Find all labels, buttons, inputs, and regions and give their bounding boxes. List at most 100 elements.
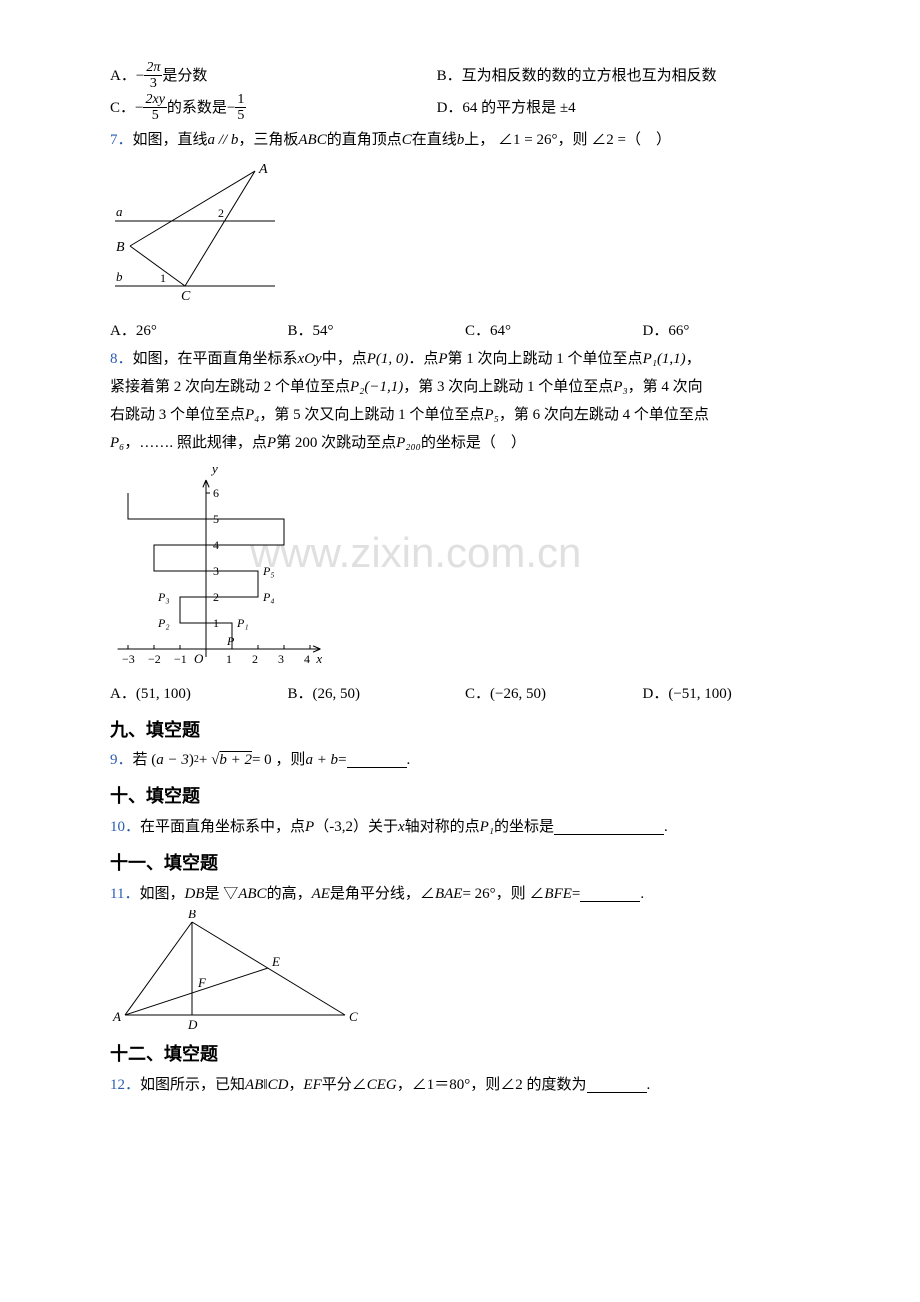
q6-optC-frac1: 2xy 5 xyxy=(143,92,166,124)
svg-text:A: A xyxy=(112,1009,121,1024)
q6-optC-mid: 的系数是 xyxy=(167,96,227,120)
q10-P: P xyxy=(305,815,314,839)
q12-t3: 平分∠ xyxy=(322,1073,367,1097)
svg-text:−1: −1 xyxy=(174,652,187,666)
svg-text:P: P xyxy=(226,634,235,648)
heading-10: 十、填空题 xyxy=(110,782,820,811)
svg-text:6: 6 xyxy=(213,486,219,500)
q6-optA: A． − 2π 3 是分数 xyxy=(110,60,437,92)
q8-optB: B．(26, 50) xyxy=(288,682,466,706)
q6-optC-frac2: 1 5 xyxy=(235,92,246,124)
svg-text:B: B xyxy=(188,910,196,921)
q8-stem: 8． 如图，在平面直角坐标系 xOy 中，点 P(1, 0) ．点 P 第 1 … xyxy=(110,347,820,455)
heading-12: 十二、填空题 xyxy=(110,1040,820,1069)
svg-text:B: B xyxy=(116,240,125,255)
q8-t1: 如图，在平面直角坐标系 xyxy=(133,347,298,371)
q11-t3: 的高， xyxy=(267,882,312,906)
q8-t4: 第 1 次向上跳动 1 个单位至点 xyxy=(448,347,643,371)
svg-text:E: E xyxy=(271,954,280,969)
q11-t2: 是 ▽ xyxy=(204,882,238,906)
q9-a3: a − 3 xyxy=(156,748,189,772)
q6-optC-neg2: − xyxy=(227,96,235,120)
q7-num: 7． xyxy=(110,128,133,152)
q7-t-b: ，三角板 xyxy=(238,128,298,152)
q9: 9． 若 ( a − 3 ) 2 + √ b + 2 = 0 ，则 a + b … xyxy=(110,748,820,772)
q8-p6: P₆ xyxy=(110,431,124,455)
q6-optA-frac: 2π 3 xyxy=(144,60,162,92)
q7-ab: a // b xyxy=(208,128,239,152)
q8-t11: ，第 6 次向左跳动 4 个单位至点 xyxy=(499,403,709,427)
q9-t6: . xyxy=(407,748,411,772)
q11: 11． 如图， DB 是 ▽ ABC 的高， AE 是角平分线，∠ BAE = … xyxy=(110,882,820,906)
q10-P1: P₁ xyxy=(480,815,494,839)
q8-p-b: P xyxy=(267,431,276,455)
q7-opts: A．26° B．54° C．64° D．66° xyxy=(110,319,820,343)
q7-b: b xyxy=(457,128,465,152)
q11-num: 11． xyxy=(110,882,139,906)
q12-blank xyxy=(587,1077,647,1093)
q8-t12: ，……. 照此规律，点 xyxy=(124,431,267,455)
svg-text:P₁: P₁ xyxy=(236,616,249,630)
q10-num: 10． xyxy=(110,815,140,839)
q7-abc: ABC xyxy=(298,128,326,152)
heading-9: 九、填空题 xyxy=(110,716,820,745)
q10-t4: 的坐标是 xyxy=(494,815,554,839)
q8-t10: ，第 5 次又向上跳动 1 个单位至点 xyxy=(259,403,484,427)
q12-t2: ， xyxy=(288,1073,303,1097)
q7-optA: A．26° xyxy=(110,319,288,343)
q8-t5: ， xyxy=(686,347,701,371)
q6-row2: C． − 2xy 5 的系数是 − 1 5 D．64 的平方根是 ±4 xyxy=(110,92,820,124)
svg-text:a: a xyxy=(116,204,123,219)
q11-AE: AE xyxy=(312,882,330,906)
q9-blank xyxy=(347,752,407,768)
q8-p3: P₃ xyxy=(613,375,627,399)
q6-optC: C． − 2xy 5 的系数是 − 1 5 xyxy=(110,92,437,124)
q11-BFE: BFE xyxy=(544,882,572,906)
q8-optC: C．(−26, 50) xyxy=(465,682,643,706)
q6-optC-prefix: C． xyxy=(110,96,135,120)
svg-text:−3: −3 xyxy=(122,652,135,666)
q8-t8: ，第 4 次向 xyxy=(628,375,703,399)
q12-num: 12． xyxy=(110,1073,140,1097)
q9-num: 9． xyxy=(110,748,133,772)
q11-t7: . xyxy=(640,882,644,906)
q6-optA-prefix: A． xyxy=(110,64,136,88)
svg-text:x: x xyxy=(315,651,322,666)
q11-figure: ABCDEF xyxy=(110,910,820,1030)
q6-optA-den: 3 xyxy=(148,76,159,91)
q7-optB: B．54° xyxy=(288,319,466,343)
q7-t-a: 如图，直线 xyxy=(133,128,208,152)
q12-EF: EF xyxy=(303,1073,321,1097)
svg-text:2: 2 xyxy=(218,206,224,220)
q11-t1: 如图， xyxy=(139,882,184,906)
q10-blank xyxy=(554,819,664,835)
q7-t-c: 的直角顶点 xyxy=(327,128,402,152)
svg-text:P₄: P₄ xyxy=(262,590,275,604)
svg-text:P₃: P₃ xyxy=(157,590,170,604)
svg-text:1: 1 xyxy=(226,652,232,666)
q9-b2: b + 2 xyxy=(219,748,252,772)
q6-optC-den1: 5 xyxy=(150,108,161,123)
q12-CEG: CEG xyxy=(367,1073,397,1097)
q8-t7: ，第 3 次向上跳动 1 个单位至点 xyxy=(403,375,613,399)
q8-t6: 紧接着第 2 次向左跳动 2 个单位至点 xyxy=(110,375,350,399)
q12-t5: . xyxy=(647,1073,651,1097)
q6-optC-den2: 5 xyxy=(235,108,246,123)
q9-t5: = xyxy=(338,748,346,772)
q8-opts: A．(51, 100) B．(26, 50) C．(−26, 50) D．(−5… xyxy=(110,682,820,706)
q9-ab: a + b xyxy=(305,748,338,772)
q10-t1: 在平面直角坐标系中，点 xyxy=(140,815,305,839)
q11-t5: = 26°，则 ∠ xyxy=(462,882,544,906)
q6-optB: B．互为相反数的数的立方根也互为相反数 xyxy=(437,60,820,92)
q8-t2: 中，点 xyxy=(322,347,367,371)
svg-text:1: 1 xyxy=(160,271,166,285)
q12-ABCD: AB‖CD xyxy=(245,1073,288,1097)
q6-optC-num2: 1 xyxy=(235,92,246,108)
q12: 12． 如图所示，已知 AB‖CD ， EF 平分∠ CEG ，∠1＝80°，则… xyxy=(110,1073,820,1097)
q10-t5: . xyxy=(664,815,668,839)
q8-figure: −3−2−11234123456yxOPP₁P₂P₃P₄P₅ xyxy=(110,459,820,679)
q7-optC: C．64° xyxy=(465,319,643,343)
q6-optA-suffix: 是分数 xyxy=(162,64,207,88)
q8-p1: P₁(1,1) xyxy=(643,347,686,371)
q7-optD: D．66° xyxy=(643,319,821,343)
